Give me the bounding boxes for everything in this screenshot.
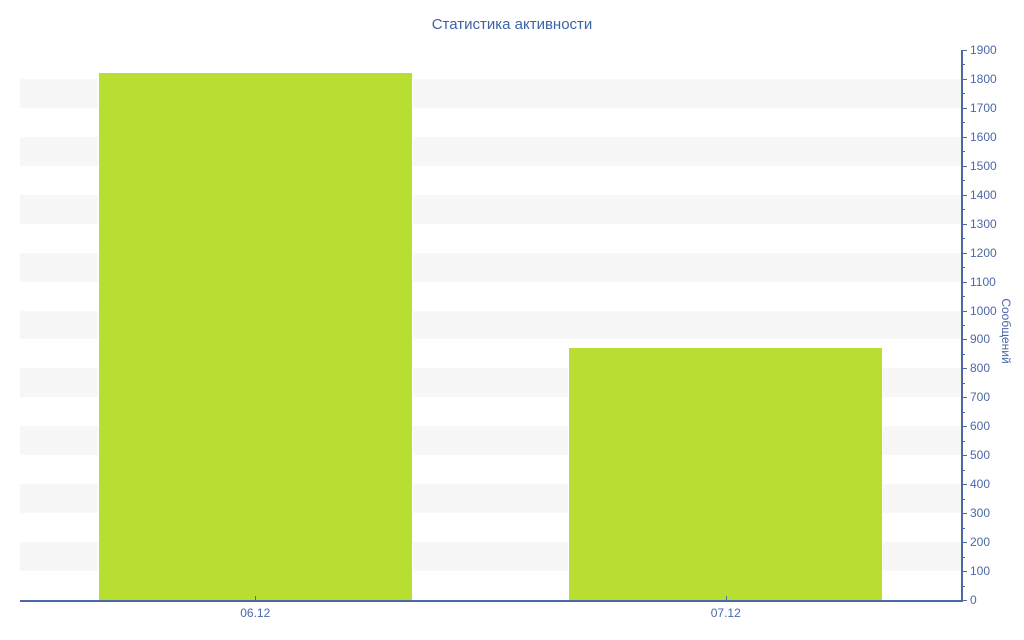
y-minor-tick [961,180,965,182]
bar-06.12[interactable] [97,71,413,600]
y-tick [961,281,967,283]
x-tick [725,596,727,600]
y-tick-label: 700 [970,390,991,405]
y-minor-tick [961,93,965,95]
y-tick [961,107,967,109]
y-tick-label: 1800 [970,71,997,86]
y-tick [961,165,967,167]
y-tick [961,484,967,486]
y-minor-tick [961,267,965,269]
y-minor-tick [961,64,965,66]
y-tick [961,542,967,544]
y-minor-tick [961,469,965,471]
x-tick [255,596,257,600]
y-tick-label: 1500 [970,158,997,173]
y-tick-label: 200 [970,535,991,550]
y-tick [961,78,967,80]
plot-area [20,50,963,602]
y-tick-label: 900 [970,332,991,347]
y-tick-label: 0 [970,593,977,607]
y-minor-tick [961,382,965,384]
y-tick [961,194,967,196]
y-minor-tick [961,440,965,442]
y-tick-label: 500 [970,448,991,463]
y-tick-label: 1900 [970,43,997,57]
y-axis-title: Сообщений [999,298,1013,364]
y-minor-tick [961,238,965,240]
y-tick [961,600,967,601]
y-tick [961,571,967,573]
y-tick-label: 1200 [970,245,997,260]
y-tick [961,136,967,138]
y-tick [961,368,967,370]
y-tick [961,426,967,428]
y-tick [961,252,967,254]
y-tick [961,455,967,457]
y-tick [961,223,967,225]
y-tick-label: 1300 [970,216,997,231]
y-tick-label: 600 [970,419,991,434]
y-tick [961,310,967,312]
y-tick-label: 1100 [970,274,996,289]
y-tick [961,397,967,399]
y-minor-tick [961,556,965,558]
y-minor-tick [961,353,965,355]
y-minor-tick [961,498,965,500]
y-tick-label: 1600 [970,129,997,144]
y-minor-tick [961,585,965,587]
chart-title: Статистика активности [431,16,593,33]
x-tick-label: 06.12 [240,606,271,620]
y-tick-label: 400 [970,477,991,492]
y-tick-label: 1400 [970,187,997,202]
y-minor-tick [961,527,965,529]
y-minor-tick [961,122,965,124]
y-tick-label: 100 [970,564,991,579]
bar-07.12[interactable] [568,346,884,600]
y-tick [961,50,967,51]
y-tick-label: 1000 [970,303,997,318]
y-minor-tick [961,325,965,326]
y-tick-label: 300 [970,506,991,521]
y-minor-tick [961,296,965,298]
y-minor-tick [961,151,965,153]
y-tick-label: 800 [970,361,991,376]
y-tick-label: 1700 [970,100,997,115]
y-tick [961,513,967,515]
y-tick [961,339,967,341]
y-minor-tick [961,209,965,211]
y-minor-tick [961,411,965,413]
x-tick-label: 07.12 [710,606,741,620]
